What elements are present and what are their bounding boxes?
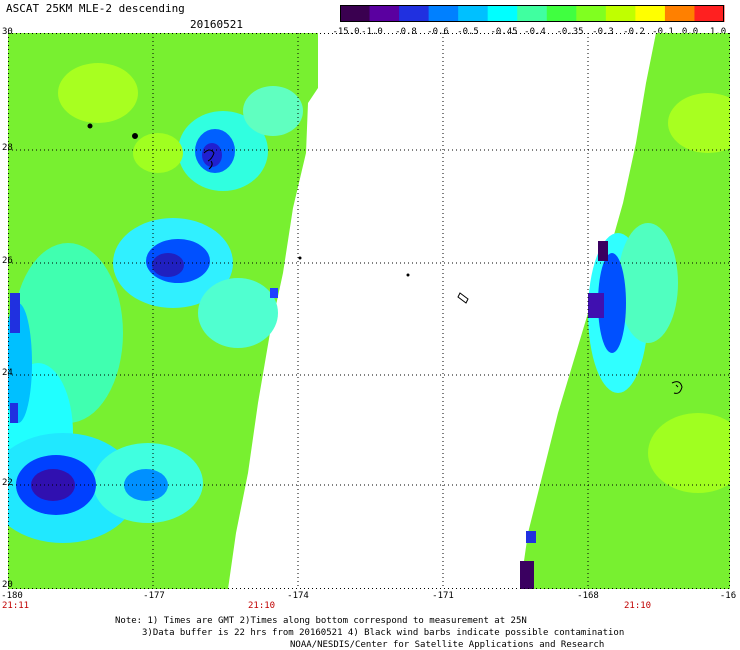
y-tick-label: 30 — [2, 27, 13, 37]
x-tick-label: -174 — [287, 591, 309, 601]
x-tick-label: -177 — [143, 591, 165, 601]
colorbar-cell — [369, 5, 400, 22]
colorbar-label: -0.5 — [457, 27, 479, 37]
time-label-left: 21:11 — [2, 601, 30, 611]
colorbar-label: -0.8 — [395, 27, 417, 37]
map-grid — [8, 33, 730, 589]
x-tick-label: -168 — [577, 591, 599, 601]
colorbar-label: -0.35 — [556, 27, 584, 37]
colorbar-cell — [546, 5, 577, 22]
note-line-2: 3)Data buffer is 22 hrs from 20160521 4)… — [142, 628, 625, 638]
colorbar-label: -0.45 — [490, 27, 518, 37]
note-line-3: NOAA/NESDIS/Center for Satellite Applica… — [290, 640, 605, 650]
colorbar-cell — [635, 5, 666, 22]
colorbar-cell — [664, 5, 695, 22]
colorbar — [340, 5, 725, 22]
colorbar-label: 0.0 — [681, 27, 699, 37]
colorbar-cell — [517, 5, 548, 22]
x-tick-label: -180 — [1, 591, 23, 601]
x-tick-label: -16 — [719, 591, 737, 601]
colorbar-cell — [694, 5, 725, 22]
colorbar-label: -0.4 — [524, 27, 546, 37]
colorbar-label: 1.0 — [709, 27, 727, 37]
colorbar-cell — [340, 5, 371, 22]
time-label-right: 21:10 — [624, 601, 652, 611]
colorbar-label: -15.0 — [332, 27, 360, 37]
colorbar-cell — [399, 5, 430, 22]
map-title: ASCAT 25KM MLE-2 descending — [6, 2, 185, 15]
y-tick-label: 22 — [2, 478, 13, 488]
map-plot — [8, 33, 730, 589]
coastlines — [87, 123, 683, 394]
colorbar-label: -1.0 — [361, 27, 383, 37]
colorbar-label: -0.1 — [652, 27, 674, 37]
colorbar-cell — [458, 5, 489, 22]
swath-right — [520, 33, 730, 589]
colorbar-cell — [487, 5, 518, 22]
y-tick-label: 26 — [2, 256, 13, 266]
swath-left — [8, 33, 318, 589]
colorbar-cell — [576, 5, 607, 22]
colorbar-label: -0.2 — [623, 27, 645, 37]
colorbar-cell — [605, 5, 636, 22]
y-tick-label: 20 — [2, 580, 13, 590]
map-date: 20160521 — [190, 18, 243, 31]
note-line-1: Note: 1) Times are GMT 2)Times along bot… — [115, 616, 527, 626]
x-tick-label: -171 — [432, 591, 454, 601]
y-tick-label: 24 — [2, 368, 13, 378]
y-tick-label: 28 — [2, 143, 13, 153]
colorbar-label: -0.3 — [592, 27, 614, 37]
colorbar-label: -0.6 — [427, 27, 449, 37]
time-label-center: 21:10 — [248, 601, 276, 611]
colorbar-cell — [428, 5, 459, 22]
colorbar-border — [340, 5, 724, 22]
